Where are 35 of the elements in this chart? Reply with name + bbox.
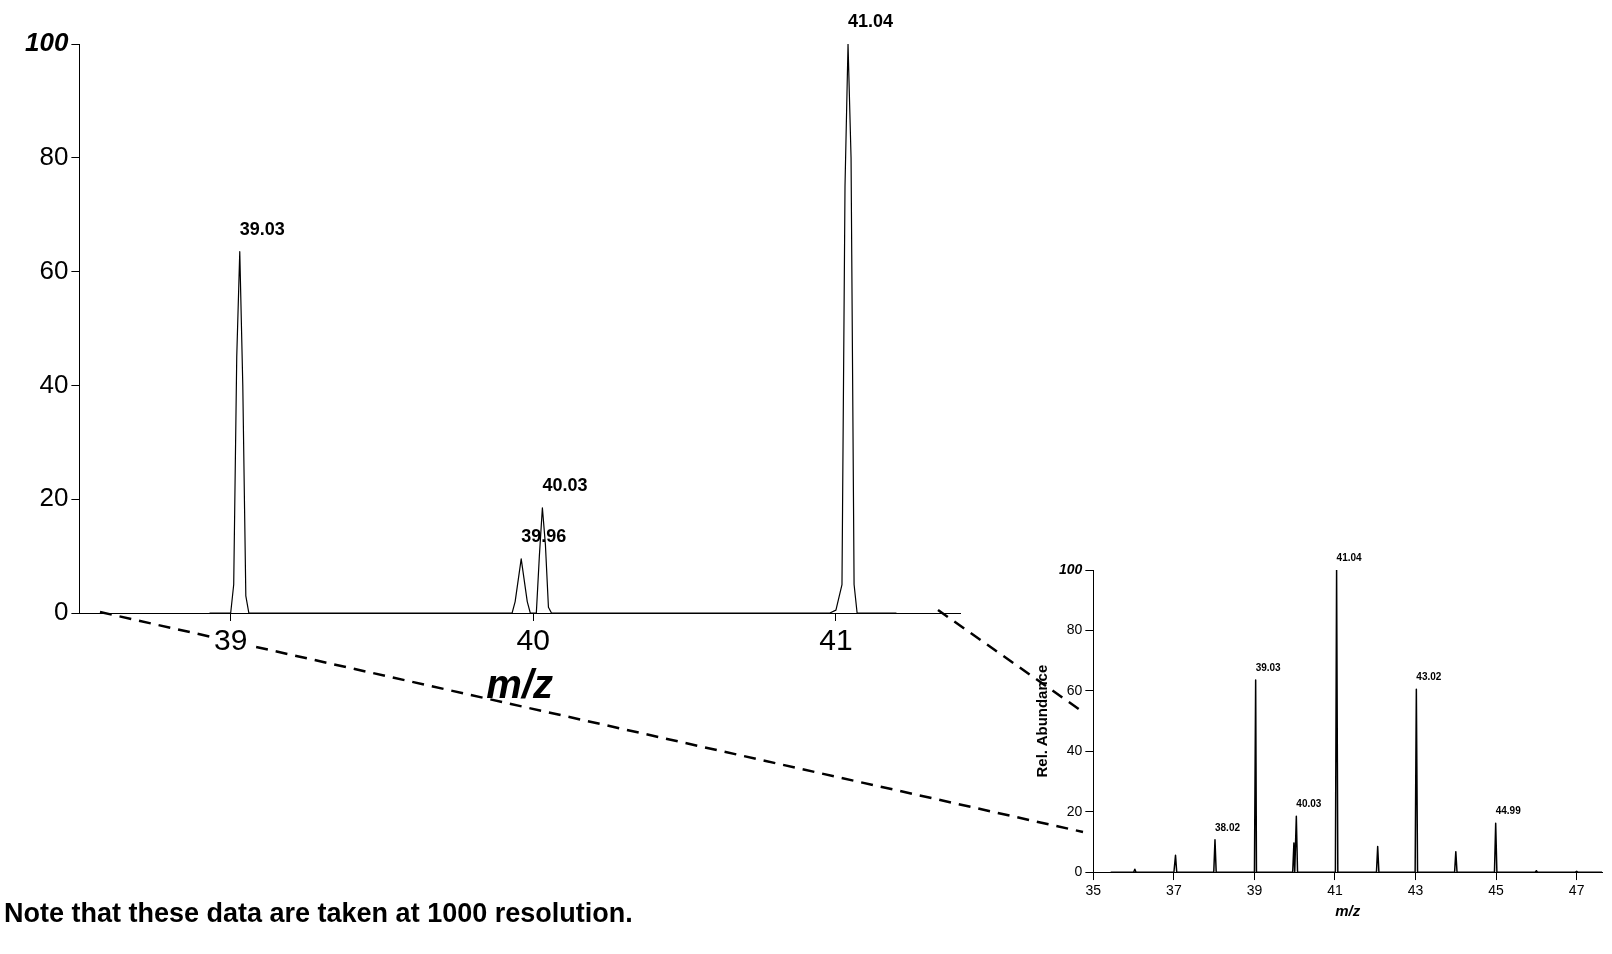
y-tick-label: 80 [1066, 621, 1083, 638]
annotation: 40.03 [542, 475, 588, 496]
x-tick-label: 45 [1488, 882, 1505, 899]
x-axis-title: m/z [486, 662, 554, 707]
annotation: 38.02 [1214, 821, 1241, 833]
y-tick-label: 60 [1066, 681, 1083, 698]
y-tick-label: 100 [1059, 560, 1083, 577]
annotation: 43.02 [1416, 671, 1442, 683]
y-tick-label: 40 [39, 368, 69, 399]
annotation: 39.03 [239, 219, 285, 240]
x-tick-label: 43 [1407, 882, 1424, 899]
text: Note that these data are taken at 1000 resolution. [4, 898, 633, 929]
x-tick-label: 41 [819, 623, 853, 657]
x-tick-label: 39 [1246, 882, 1263, 899]
y-tick-label: 0 [53, 596, 69, 627]
annotation: 39.03 [1255, 661, 1282, 673]
y-axis-title: Rel. Abundance [1033, 664, 1051, 778]
annotation: 41.04 [848, 11, 894, 32]
x-tick-label: 37 [1166, 882, 1182, 899]
x-tick-label: 40 [516, 623, 550, 657]
x-tick-label: 39 [214, 623, 248, 657]
x-tick-label: 35 [1085, 882, 1102, 899]
y-tick-label: 20 [39, 482, 69, 513]
y-tick-label: 20 [1066, 802, 1083, 819]
annotation: 44.99 [1495, 804, 1522, 816]
annotation: 41.04 [1336, 551, 1363, 563]
x-tick-label: 41 [1327, 882, 1343, 899]
y-tick-label: 0 [1074, 863, 1083, 880]
x-tick-label: 47 [1568, 882, 1585, 899]
x-axis-title: m/z [1335, 902, 1361, 920]
y-tick-label: 40 [1066, 742, 1083, 759]
y-tick-label: 80 [39, 140, 69, 171]
y-tick-label: 60 [39, 254, 69, 285]
annotation: 40.03 [1296, 798, 1322, 810]
y-tick-label: 100 [24, 27, 69, 58]
